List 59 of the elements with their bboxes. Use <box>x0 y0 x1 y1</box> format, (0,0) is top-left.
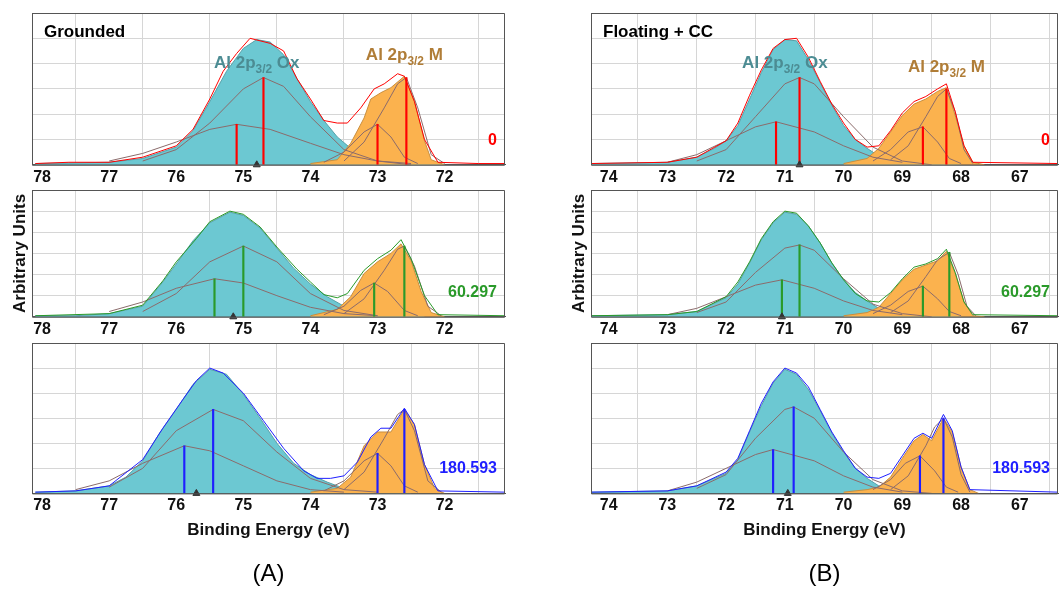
x-tick-label: 68 <box>952 167 971 185</box>
x-tick-label: 68 <box>952 496 971 514</box>
x-tick-label: 73 <box>368 496 387 514</box>
annotation: 0 <box>488 130 498 148</box>
x-tick-label: 77 <box>100 496 119 514</box>
text: (B) <box>808 559 841 586</box>
annotation: 180.593 <box>439 459 498 477</box>
x-tick-label: 71 <box>775 167 794 185</box>
x-tick-label: 78 <box>33 319 52 337</box>
x-tick-label: 72 <box>717 167 736 185</box>
x-tick-label: 71 <box>775 496 794 514</box>
x-tick-label: 72 <box>717 319 736 337</box>
text: (A) <box>252 559 285 586</box>
x-tick-label: 70 <box>834 319 853 337</box>
chart-title: Floating + CC <box>603 22 714 41</box>
x-tick-label: 71 <box>775 319 794 337</box>
x-tick-label: 73 <box>368 167 387 185</box>
x-tick-label: 74 <box>599 496 618 514</box>
x-tick-label: 73 <box>658 496 677 514</box>
y-axis-title: Arbitrary Units <box>9 193 29 313</box>
x-tick-label: 78 <box>33 167 52 185</box>
x-tick-label: 67 <box>1010 319 1029 337</box>
x-tick-label: 75 <box>234 167 253 185</box>
annotation: 180.593 <box>992 459 1051 477</box>
x-tick-label: 76 <box>167 167 186 185</box>
x-tick-label: 77 <box>100 319 119 337</box>
annotation: 0 <box>1041 130 1051 148</box>
x-axis-title: Binding Energy (eV) <box>187 520 350 540</box>
x-tick-label: 69 <box>893 319 912 337</box>
x-tick-label: 69 <box>893 167 912 185</box>
x-tick-label: 74 <box>301 496 320 514</box>
x-tick-label: 76 <box>167 319 186 337</box>
x-tick-label: 70 <box>834 496 853 514</box>
x-tick-label: 67 <box>1010 496 1029 514</box>
x-tick-label: 78 <box>33 496 52 514</box>
x-tick-label: 74 <box>301 167 320 185</box>
x-tick-label: 75 <box>234 319 253 337</box>
x-tick-label: 75 <box>234 496 253 514</box>
x-tick-label: 72 <box>435 319 454 337</box>
x-tick-label: 73 <box>368 319 387 337</box>
x-axis-title: Binding Energy (eV) <box>743 520 906 540</box>
x-tick-label: 74 <box>599 319 618 337</box>
annotation: 60.297 <box>1001 282 1051 300</box>
x-tick-label: 72 <box>717 496 736 514</box>
x-tick-label: 72 <box>435 496 454 514</box>
x-tick-label: 72 <box>435 167 454 185</box>
y-axis-title: Arbitrary Units <box>568 193 588 313</box>
x-tick-label: 69 <box>893 496 912 514</box>
x-tick-label: 74 <box>301 319 320 337</box>
annotation: 60.297 <box>448 282 498 300</box>
chart-title: Grounded <box>44 22 126 41</box>
x-tick-label: 67 <box>1010 167 1029 185</box>
x-tick-label: 70 <box>834 167 853 185</box>
x-tick-label: 73 <box>658 319 677 337</box>
x-tick-label: 76 <box>167 496 186 514</box>
x-tick-label: 74 <box>599 167 618 185</box>
x-tick-label: 73 <box>658 167 677 185</box>
x-tick-label: 77 <box>100 167 119 185</box>
x-tick-label: 68 <box>952 319 971 337</box>
